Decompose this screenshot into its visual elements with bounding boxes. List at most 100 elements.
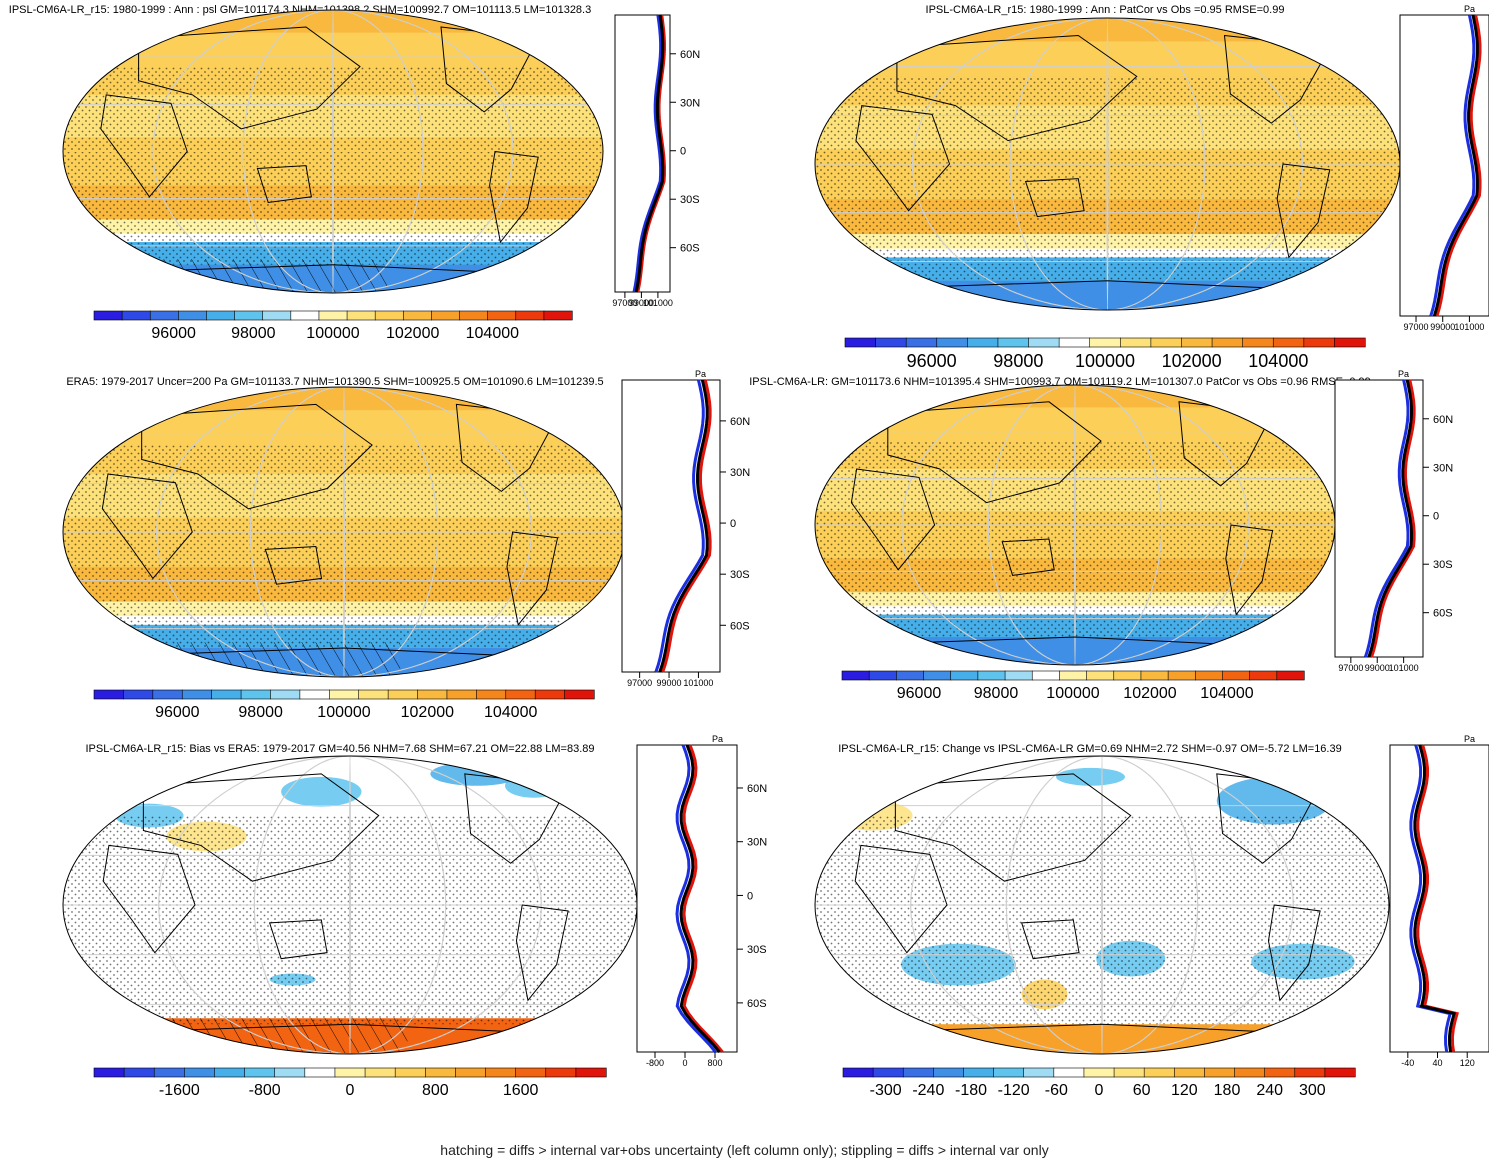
units-label: Pa — [712, 734, 723, 744]
units-label: Pa — [1464, 4, 1475, 14]
x-tick-label: 97000 — [1404, 322, 1429, 332]
zonal-mean-plot-3: 60N 30N 0 30S 60S 97000 99000 101000 Pa — [621, 369, 750, 688]
colorbar-label: 240 — [1256, 1082, 1283, 1099]
map-panel-6 — [814, 755, 1390, 1055]
footer-note: hatching = diffs > internal var+obs unce… — [440, 1142, 1049, 1158]
hatching — [63, 1018, 408, 1054]
colorbar-swatch — [211, 689, 242, 700]
colorbar-swatch — [1334, 337, 1366, 348]
colorbar-1: 96000 98000 100000 102000 104000 — [93, 310, 573, 342]
colorbar-swatch — [1249, 670, 1278, 681]
continent-outline — [894, 773, 1132, 882]
colorbar-swatch — [1294, 1067, 1326, 1078]
map-panel-4 — [814, 384, 1336, 666]
map-field — [63, 756, 637, 1054]
colorbar-label: -300 — [870, 1082, 902, 1099]
colorbar-2: 96000 98000 100000 102000 104000 — [844, 337, 1366, 371]
map-field — [815, 18, 1400, 310]
zonal-line-obs — [654, 379, 705, 673]
colorbar-label: -120 — [998, 1082, 1030, 1099]
continent-outline — [850, 468, 936, 571]
colorbar-swatch — [515, 1067, 547, 1078]
continent-outline — [1276, 163, 1331, 259]
map-field — [63, 387, 625, 677]
colorbar-swatch — [121, 310, 151, 321]
field-anomaly — [1056, 767, 1125, 786]
graticule — [63, 756, 637, 1054]
colorbar-swatch — [1089, 337, 1121, 348]
lat-tick-label: 30N — [680, 97, 700, 109]
continent-outline — [887, 401, 1102, 504]
lat-tick-label: 30S — [1433, 559, 1453, 571]
colorbar-swatch — [206, 310, 236, 321]
lat-tick-label: 0 — [680, 146, 686, 158]
colorbar-swatch — [455, 1067, 487, 1078]
continent-outline — [101, 473, 193, 580]
continent-outline — [268, 919, 328, 960]
colorbar-swatch — [270, 689, 301, 700]
colorbar-swatch — [487, 310, 517, 321]
colorbar-swatch — [1140, 670, 1169, 681]
colorbar-swatch — [1023, 1067, 1055, 1078]
colorbar-swatch — [1143, 1067, 1175, 1078]
x-tick-label: 101000 — [1389, 663, 1419, 673]
colorbar-swatch — [505, 689, 536, 700]
graticule-lon — [901, 385, 1249, 665]
lat-tick-label: 60N — [747, 783, 767, 795]
graticule-lon — [1074, 385, 1076, 665]
colorbar-swatch — [842, 1067, 874, 1078]
colorbar-label: 0 — [346, 1082, 355, 1099]
units-label: Pa — [695, 369, 706, 379]
panel-title-6: IPSL-CM6A-LR_r15: Change vs IPSL-CM6A-LR… — [838, 743, 1341, 755]
field-anomaly — [281, 776, 362, 807]
colorbar-label: -180 — [955, 1082, 987, 1099]
colorbar-swatch — [997, 337, 1030, 348]
zonal-line-model — [1370, 379, 1416, 658]
colorbar-swatch — [868, 670, 897, 681]
colorbar-swatch — [394, 1067, 426, 1078]
graticule — [63, 387, 625, 677]
colorbar-swatch — [1086, 670, 1115, 681]
x-tick-label: -40 — [1401, 1058, 1414, 1068]
units-label: Pa — [1464, 734, 1475, 744]
colorbar-swatch — [485, 1067, 517, 1078]
colorbar-swatch — [1058, 337, 1091, 348]
colorbar-label: 98000 — [974, 685, 1019, 702]
colorbar-label: -1600 — [159, 1082, 200, 1099]
graticule-lon — [1106, 18, 1109, 310]
zonal-line-model — [682, 744, 724, 1053]
colorbar-label: 96000 — [907, 351, 957, 371]
colorbar-swatch — [346, 310, 376, 321]
zonal-line-multimodel — [1413, 744, 1457, 1053]
x-tick-label: 99000 — [1365, 663, 1390, 673]
graticule-lon — [1009, 18, 1206, 310]
colorbar-swatch — [304, 1067, 336, 1078]
colorbar-swatch — [402, 310, 433, 321]
colorbar-swatch — [515, 310, 545, 321]
colorbar-swatch — [896, 670, 925, 681]
colorbar-swatch — [1173, 1067, 1206, 1078]
map-border — [814, 755, 1390, 1055]
colorbar-swatch — [1324, 1067, 1356, 1078]
colorbar-label: 104000 — [1248, 351, 1308, 371]
colorbar-swatch — [328, 689, 360, 700]
graticule-lon — [349, 756, 351, 1054]
colorbar-swatch — [234, 310, 264, 321]
lat-tick-label: 60S — [730, 620, 750, 632]
continent-outline — [855, 105, 951, 212]
continent-outline — [489, 150, 539, 244]
lat-tick-label: 60S — [680, 243, 700, 255]
zonal-frame — [1389, 744, 1489, 1053]
panel-title-4: IPSL-CM6A-LR: GM=101173.6 NHM=101395.4 S… — [749, 376, 1371, 388]
colorbar-swatch — [967, 337, 999, 348]
colorbar-swatch — [476, 689, 507, 700]
continent-outline — [1020, 919, 1080, 960]
colorbar-label: 96000 — [897, 685, 942, 702]
colorbar-swatch — [153, 1067, 185, 1078]
colorbar-swatch — [214, 1067, 246, 1078]
x-tick-label: 99000 — [657, 678, 682, 688]
lat-tick-label: 30N — [747, 837, 767, 849]
colorbar-swatch — [1211, 337, 1244, 348]
